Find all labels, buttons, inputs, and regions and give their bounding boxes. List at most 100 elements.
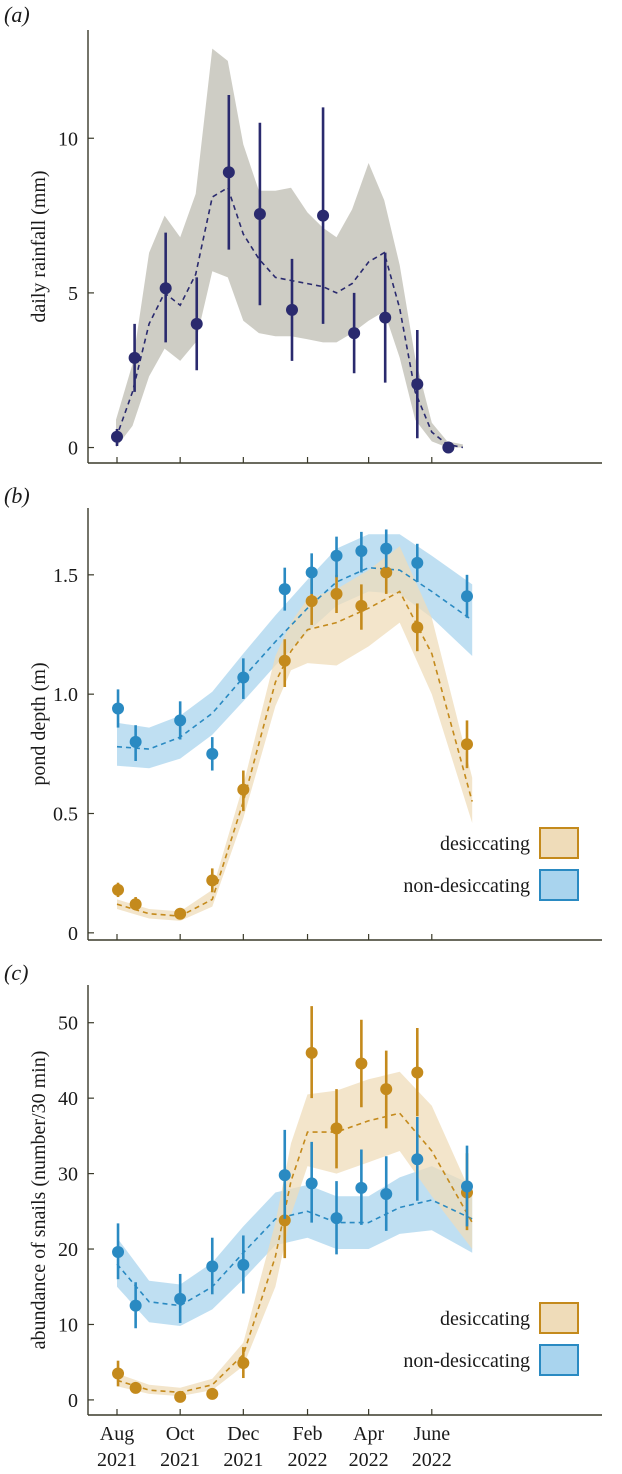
panel-label: (c) bbox=[4, 960, 28, 985]
data-point-desiccating bbox=[380, 566, 393, 579]
panel-label: (a) bbox=[4, 2, 30, 27]
confidence-band-non-desiccating bbox=[117, 534, 473, 769]
y-tick-label: 0.5 bbox=[53, 804, 78, 826]
y-tick-label: 30 bbox=[58, 1164, 78, 1186]
panel-a: (a) 0 5 10 daily rainfall (mm) bbox=[4, 2, 602, 464]
y-tick-label: 0 bbox=[68, 438, 78, 460]
data-point-desiccating bbox=[460, 738, 473, 751]
y-tick-label: 0 bbox=[68, 1390, 78, 1412]
data-point-desiccating bbox=[330, 587, 343, 600]
panel-label: (b) bbox=[4, 483, 30, 508]
data-point-desiccating bbox=[112, 883, 125, 896]
y-axis-label: daily rainfall (mm) bbox=[28, 170, 50, 322]
y-axis-label: abundance of snails (number/30 min) bbox=[28, 1051, 50, 1350]
data-point-non-desiccating bbox=[460, 590, 473, 603]
y-tick-label: 20 bbox=[58, 1239, 78, 1261]
confidence-band-desiccating bbox=[117, 1071, 473, 1397]
data-point-non-desiccating bbox=[460, 1180, 473, 1193]
data-point-desiccating bbox=[305, 1046, 318, 1059]
x-tick-month-label: Apr bbox=[353, 1423, 384, 1445]
data-point-non-desiccating bbox=[305, 1177, 318, 1190]
data-point-rainfall bbox=[222, 166, 235, 179]
fit-line-non-desiccating bbox=[116, 1199, 473, 1307]
x-tick-year-label: 2021 bbox=[160, 1449, 200, 1471]
y-tick-label: 5 bbox=[68, 283, 78, 305]
legend-swatch-non-desiccating bbox=[539, 1344, 579, 1376]
data-point-non-desiccating bbox=[206, 1260, 219, 1273]
data-point-desiccating bbox=[174, 907, 187, 920]
data-point-rainfall bbox=[253, 208, 266, 221]
data-point-rainfall bbox=[317, 209, 330, 222]
legend-swatch-non-desiccating bbox=[539, 869, 579, 901]
x-axis-tick-labels: Aug 2021 Oct 2021 Dec 2021 Feb 2022 Apr 2022 June 2… bbox=[97, 1423, 452, 1471]
legend-label-desiccating: desiccating bbox=[440, 1308, 530, 1330]
data-point-non-desiccating bbox=[112, 1246, 125, 1259]
data-point-non-desiccating bbox=[305, 566, 318, 579]
x-tick-month-label: June bbox=[413, 1423, 450, 1445]
data-point-rainfall bbox=[111, 430, 123, 443]
data-point-non-desiccating bbox=[380, 542, 393, 555]
data-point-desiccating bbox=[129, 1381, 142, 1394]
x-tick-month-label: Dec bbox=[227, 1423, 259, 1445]
data-point-non-desiccating bbox=[330, 549, 343, 562]
legend-label-non-desiccating: non-desiccating bbox=[403, 1350, 530, 1372]
y-tick-label: 0 bbox=[68, 923, 78, 945]
y-tick-label: 50 bbox=[58, 1013, 78, 1035]
data-point-desiccating bbox=[112, 1367, 125, 1380]
data-point-desiccating bbox=[206, 874, 219, 887]
data-point-non-desiccating bbox=[278, 583, 291, 596]
x-tick-year-label: 2022 bbox=[288, 1449, 328, 1471]
data-point-rainfall bbox=[159, 282, 172, 295]
legend-label-non-desiccating: non-desiccating bbox=[403, 875, 530, 897]
y-axis-label: pond depth (m) bbox=[28, 662, 50, 785]
data-point-non-desiccating bbox=[278, 1169, 291, 1182]
panel-c: (c) 0 10 20 30 40 50 abundance of snails (numbe… bbox=[4, 960, 602, 1416]
data-point-non-desiccating bbox=[330, 1212, 343, 1225]
data-point-desiccating bbox=[355, 1057, 368, 1070]
x-tick-month-label: Oct bbox=[166, 1423, 195, 1445]
data-point-non-desiccating bbox=[355, 1181, 368, 1194]
data-point-desiccating bbox=[411, 621, 424, 634]
x-tick-year-label: 2021 bbox=[97, 1449, 137, 1471]
data-point-rainfall bbox=[190, 317, 203, 330]
data-point-non-desiccating bbox=[206, 747, 219, 760]
confidence-band bbox=[116, 48, 463, 448]
y-tick-label: 1.0 bbox=[53, 684, 78, 706]
x-tick-month-label: Aug bbox=[100, 1423, 134, 1445]
data-point-rainfall bbox=[128, 351, 141, 364]
data-point-non-desiccating bbox=[237, 671, 250, 684]
data-point-rainfall bbox=[348, 327, 361, 340]
data-point-desiccating bbox=[278, 1214, 291, 1227]
data-point-rainfall bbox=[442, 441, 455, 454]
x-tick-month-label: Feb bbox=[293, 1423, 323, 1445]
data-point-desiccating bbox=[237, 783, 250, 796]
data-point-desiccating bbox=[174, 1390, 187, 1403]
data-point-non-desiccating bbox=[112, 702, 125, 715]
x-tick-year-label: 2021 bbox=[223, 1449, 263, 1471]
data-point-rainfall bbox=[285, 303, 298, 316]
data-point-non-desiccating bbox=[174, 1292, 187, 1305]
data-point-desiccating bbox=[278, 654, 291, 667]
data-point-non-desiccating bbox=[411, 556, 424, 569]
y-tick-label: 1.5 bbox=[53, 565, 78, 587]
data-point-rainfall bbox=[411, 378, 424, 391]
confidence-band-non-desiccating bbox=[117, 1166, 473, 1326]
data-point-non-desiccating bbox=[355, 544, 368, 557]
y-tick-label: 10 bbox=[58, 1314, 78, 1336]
data-point-desiccating bbox=[237, 1356, 250, 1369]
data-point-non-desiccating bbox=[237, 1258, 250, 1271]
data-point-desiccating bbox=[380, 1083, 393, 1096]
data-point-desiccating bbox=[330, 1122, 343, 1135]
data-point-desiccating bbox=[305, 595, 318, 608]
data-point-desiccating bbox=[355, 599, 368, 612]
data-point-non-desiccating bbox=[174, 714, 187, 727]
legend-swatch-desiccating bbox=[539, 827, 579, 859]
x-tick-year-label: 2022 bbox=[412, 1449, 452, 1471]
legend-label-desiccating: desiccating bbox=[440, 833, 530, 855]
panel-b: (b) 0 0.5 1.0 1.5 pond depth (m) desiccating no… bbox=[4, 483, 602, 945]
data-point-non-desiccating bbox=[129, 1299, 142, 1312]
data-point-non-desiccating bbox=[380, 1187, 393, 1200]
data-point-rainfall bbox=[379, 311, 392, 324]
x-tick-year-label: 2022 bbox=[349, 1449, 389, 1471]
